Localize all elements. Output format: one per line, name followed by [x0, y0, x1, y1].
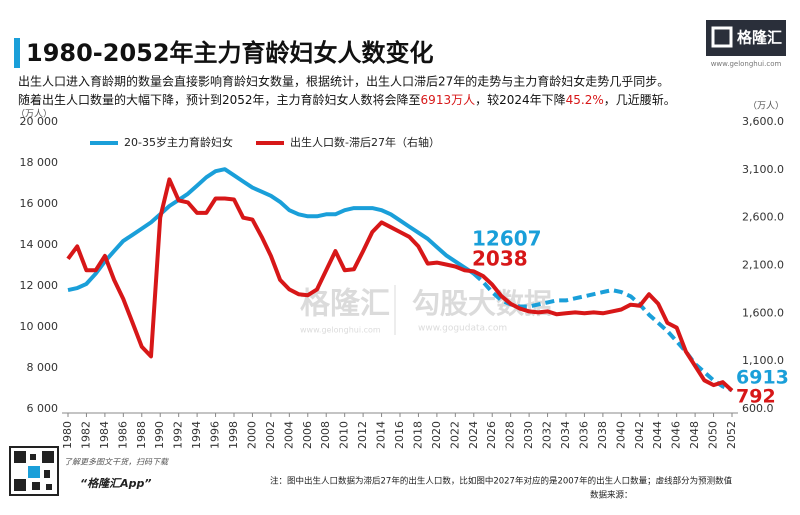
x-tick-label: 1996	[209, 421, 222, 449]
y2-tick-label: 2,600.0	[742, 211, 784, 224]
x-tick-label: 1994	[190, 421, 203, 449]
y-tick-label: 12 000	[20, 279, 59, 292]
app-name: “格隆汇App”	[80, 477, 151, 490]
series-line	[67, 167, 475, 293]
annotation: 6913	[736, 367, 789, 389]
watermark-text: www.gelonghui.com	[300, 326, 381, 335]
x-tick-label: 1982	[79, 421, 92, 449]
x-tick-label: 2014	[375, 421, 388, 449]
x-tick-label: 1988	[135, 421, 148, 449]
y2-axis-label: （万人）	[748, 101, 784, 112]
x-tick-label: 2032	[541, 421, 554, 449]
y-tick-label: 16 000	[20, 197, 59, 210]
x-tick-label: 2044	[651, 421, 664, 449]
legend-label: 20-35岁主力育龄妇女	[124, 135, 233, 149]
x-tick-label: 1984	[98, 421, 111, 449]
source: 数据来源：	[590, 490, 633, 501]
x-tick-label: 2010	[338, 421, 351, 449]
y-tick-label: 8 000	[27, 361, 59, 374]
x-tick-label: 2004	[282, 421, 295, 449]
x-tick-label: 2002	[264, 421, 277, 449]
x-tick-label: 2048	[688, 421, 701, 449]
y-tick-label: 10 000	[20, 320, 59, 333]
watermark-text: www.gogudata.com	[418, 324, 507, 334]
y2-tick-label: 2,100.0	[742, 259, 784, 272]
x-tick-label: 1992	[172, 421, 185, 449]
y2-tick-label: 600.0	[742, 402, 774, 415]
qr-code	[9, 446, 59, 496]
y2-tick-label: 3,100.0	[742, 163, 784, 176]
logo-icon	[711, 26, 733, 48]
x-tick-label: 2034	[559, 421, 572, 449]
x-tick-label: 1990	[153, 421, 166, 449]
annotation: 792	[736, 386, 776, 408]
x-tick-label: 2042	[633, 421, 646, 449]
y2-tick-label: 1,600.0	[742, 306, 784, 319]
logo: 格隆汇	[737, 29, 782, 47]
y-tick-label: 14 000	[20, 238, 59, 251]
x-tick-label: 2024	[467, 421, 480, 449]
x-tick-label: 2038	[596, 421, 609, 449]
watermark-text: 勾股大数据	[412, 287, 552, 320]
x-tick-label: 2012	[356, 421, 369, 449]
x-tick-label: 2006	[301, 421, 314, 449]
title-bar	[14, 38, 20, 68]
y2-tick-label: 1,100.0	[742, 354, 784, 367]
x-tick-label: 1980	[61, 421, 74, 449]
x-tick-label: 2022	[448, 421, 461, 449]
x-tick-label: 2036	[577, 421, 590, 449]
qr-caption: 了解更多图文干货，扫码下载	[64, 458, 169, 467]
x-tick-label: 2046	[670, 421, 683, 449]
x-tick-label: 2008	[319, 421, 332, 449]
watermark: 格隆汇 www.gelonghui.com 勾股大数据 www.gogudata…	[300, 285, 552, 335]
note: 注：图中出生人口数据为滞后27年的出生人口数，比如图中2027年对应的是2007…	[270, 476, 733, 487]
logo-url: www.gelonghui.com	[711, 60, 782, 68]
y-tick-label: 20 000	[20, 115, 59, 128]
x-tick-label: 2050	[707, 421, 720, 449]
x-tick-label: 2028	[504, 421, 517, 449]
subtitle: 出生人口进入育龄期的数量会直接影响育龄妇女数量，根据统计，出生人口滞后27年的走…	[18, 74, 669, 89]
x-tick-label: 2052	[725, 421, 738, 449]
y-tick-label: 18 000	[20, 156, 59, 169]
subtitle: 随着出生人口数量的大幅下降，预计到2052年，主力育龄妇女人数将会降至6913万…	[18, 92, 676, 107]
x-tick-label: 2020	[430, 421, 443, 449]
x-tick-label: 1998	[227, 421, 240, 449]
x-tick-label: 2018	[411, 421, 424, 449]
x-tick-label: 2026	[485, 421, 498, 449]
annotation: 2038	[472, 247, 528, 271]
x-tick-label: 2016	[393, 421, 406, 449]
logo-box	[706, 20, 786, 56]
series-line	[66, 177, 734, 393]
x-tick-label: 2030	[522, 421, 535, 449]
legend-label: 出生人口数-滞后27年（右轴）	[290, 135, 440, 149]
y-tick-label: 6 000	[27, 402, 59, 415]
y2-tick-label: 3,600.0	[742, 115, 784, 128]
x-tick-label: 2000	[245, 421, 258, 449]
annotation: 12607	[472, 227, 542, 251]
x-tick-label: 1986	[116, 421, 129, 449]
x-tick-label: 2040	[614, 421, 627, 449]
y-axis-label: （万人）	[16, 109, 52, 120]
title: 1980-2052年主力育龄妇女人数变化	[26, 39, 434, 67]
